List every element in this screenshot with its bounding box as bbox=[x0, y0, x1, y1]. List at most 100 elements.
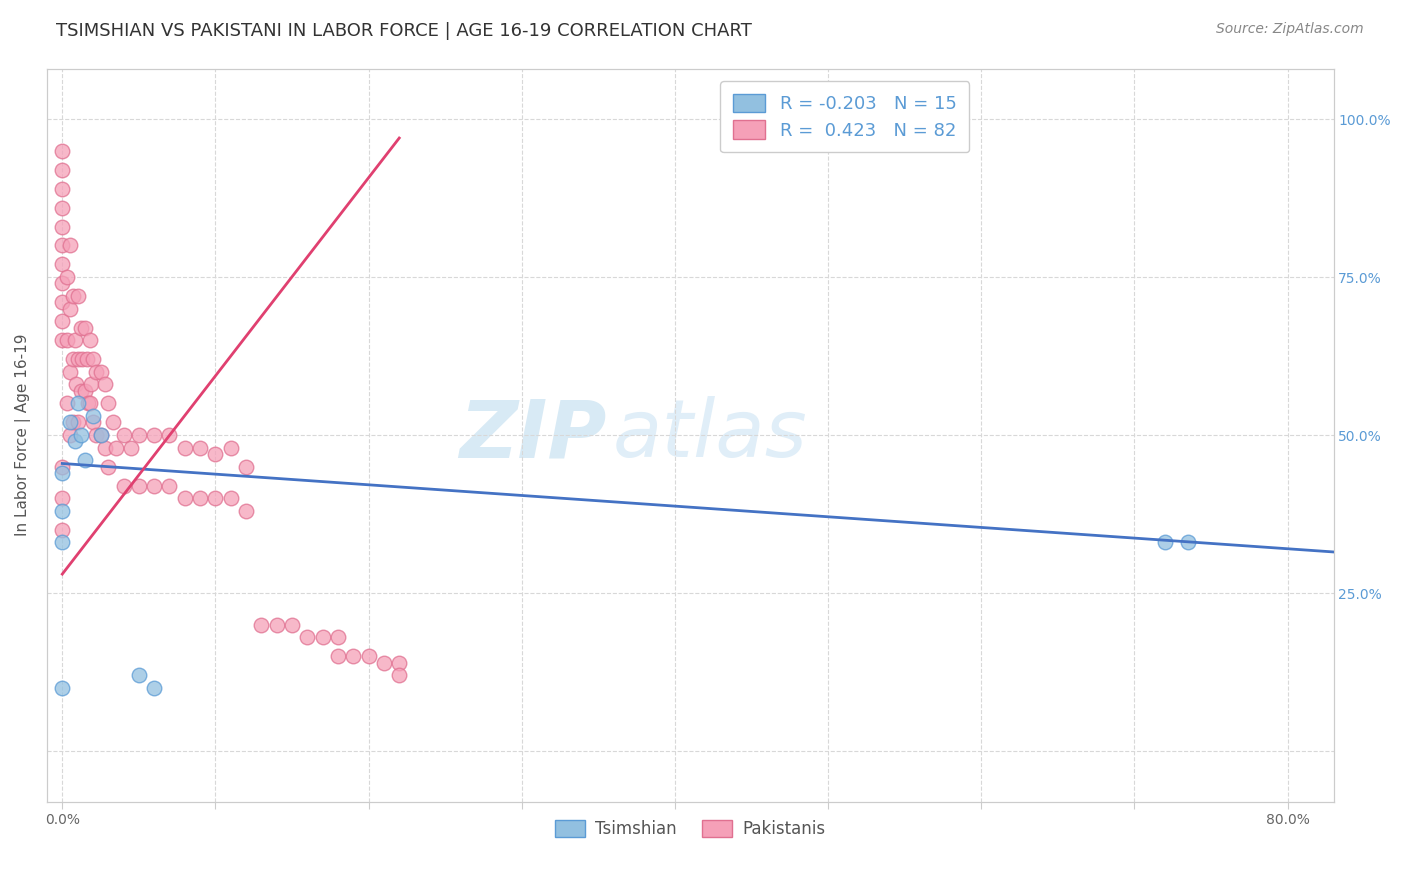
Point bbox=[90, 365, 112, 379]
Point bbox=[235, 459, 257, 474]
Point bbox=[173, 441, 195, 455]
Point bbox=[63, 434, 86, 449]
Point bbox=[51, 681, 73, 695]
Point bbox=[281, 617, 304, 632]
Point bbox=[357, 649, 380, 664]
Point bbox=[342, 649, 364, 664]
Point bbox=[51, 181, 73, 195]
Point bbox=[84, 428, 107, 442]
Point bbox=[173, 491, 195, 506]
Point bbox=[51, 504, 73, 518]
Point bbox=[326, 649, 349, 664]
Point bbox=[112, 428, 135, 442]
Point bbox=[80, 377, 103, 392]
Legend: Tsimshian, Pakistanis: Tsimshian, Pakistanis bbox=[548, 813, 832, 845]
Point bbox=[159, 478, 181, 492]
Point bbox=[84, 365, 107, 379]
Point bbox=[66, 396, 89, 410]
Point bbox=[188, 491, 211, 506]
Point bbox=[51, 219, 73, 234]
Point bbox=[51, 144, 73, 158]
Point bbox=[82, 416, 104, 430]
Point bbox=[51, 466, 73, 480]
Point bbox=[51, 523, 73, 537]
Point bbox=[51, 162, 73, 177]
Point bbox=[159, 428, 181, 442]
Text: ZIP: ZIP bbox=[460, 396, 606, 474]
Point bbox=[266, 617, 288, 632]
Point bbox=[188, 441, 211, 455]
Point bbox=[143, 428, 166, 442]
Point bbox=[51, 257, 73, 271]
Point bbox=[56, 270, 79, 285]
Point bbox=[69, 428, 91, 442]
Point bbox=[204, 491, 226, 506]
Point bbox=[94, 377, 117, 392]
Point bbox=[77, 396, 100, 410]
Point bbox=[75, 453, 97, 467]
Point bbox=[66, 416, 89, 430]
Point bbox=[128, 668, 150, 682]
Point bbox=[51, 201, 73, 215]
Point bbox=[56, 333, 79, 347]
Point bbox=[94, 441, 117, 455]
Point bbox=[204, 447, 226, 461]
Point bbox=[75, 320, 97, 334]
Point bbox=[76, 352, 98, 367]
Point bbox=[120, 441, 142, 455]
Point bbox=[219, 491, 242, 506]
Point bbox=[311, 630, 333, 644]
Point bbox=[70, 352, 93, 367]
Point bbox=[63, 333, 86, 347]
Point bbox=[69, 320, 91, 334]
Point bbox=[79, 333, 101, 347]
Point bbox=[104, 441, 127, 455]
Y-axis label: In Labor Force | Age 16-19: In Labor Force | Age 16-19 bbox=[15, 334, 31, 536]
Point bbox=[219, 441, 242, 455]
Point bbox=[56, 396, 79, 410]
Point bbox=[373, 656, 395, 670]
Point bbox=[326, 630, 349, 644]
Point bbox=[388, 656, 411, 670]
Point bbox=[66, 352, 89, 367]
Point bbox=[79, 396, 101, 410]
Point bbox=[51, 333, 73, 347]
Point bbox=[59, 428, 82, 442]
Point bbox=[66, 289, 89, 303]
Point bbox=[143, 478, 166, 492]
Point bbox=[51, 314, 73, 328]
Point bbox=[65, 377, 87, 392]
Point bbox=[51, 535, 73, 549]
Point bbox=[388, 668, 411, 682]
Point bbox=[51, 238, 73, 252]
Point bbox=[297, 630, 319, 644]
Point bbox=[101, 416, 124, 430]
Point bbox=[1177, 535, 1199, 549]
Point bbox=[82, 352, 104, 367]
Point bbox=[97, 396, 120, 410]
Point bbox=[51, 295, 73, 310]
Point bbox=[69, 384, 91, 398]
Point bbox=[1154, 535, 1177, 549]
Point bbox=[59, 301, 82, 316]
Point bbox=[51, 491, 73, 506]
Point bbox=[97, 459, 120, 474]
Point bbox=[59, 416, 82, 430]
Point bbox=[59, 365, 82, 379]
Point bbox=[128, 478, 150, 492]
Point bbox=[62, 289, 84, 303]
Text: TSIMSHIAN VS PAKISTANI IN LABOR FORCE | AGE 16-19 CORRELATION CHART: TSIMSHIAN VS PAKISTANI IN LABOR FORCE | … bbox=[56, 22, 752, 40]
Point bbox=[51, 459, 73, 474]
Text: atlas: atlas bbox=[613, 396, 808, 474]
Point bbox=[250, 617, 273, 632]
Point bbox=[62, 416, 84, 430]
Point bbox=[59, 238, 82, 252]
Point bbox=[75, 384, 97, 398]
Point bbox=[90, 428, 112, 442]
Point bbox=[235, 504, 257, 518]
Point bbox=[112, 478, 135, 492]
Point bbox=[128, 428, 150, 442]
Point bbox=[90, 428, 112, 442]
Point bbox=[143, 681, 166, 695]
Point bbox=[51, 277, 73, 291]
